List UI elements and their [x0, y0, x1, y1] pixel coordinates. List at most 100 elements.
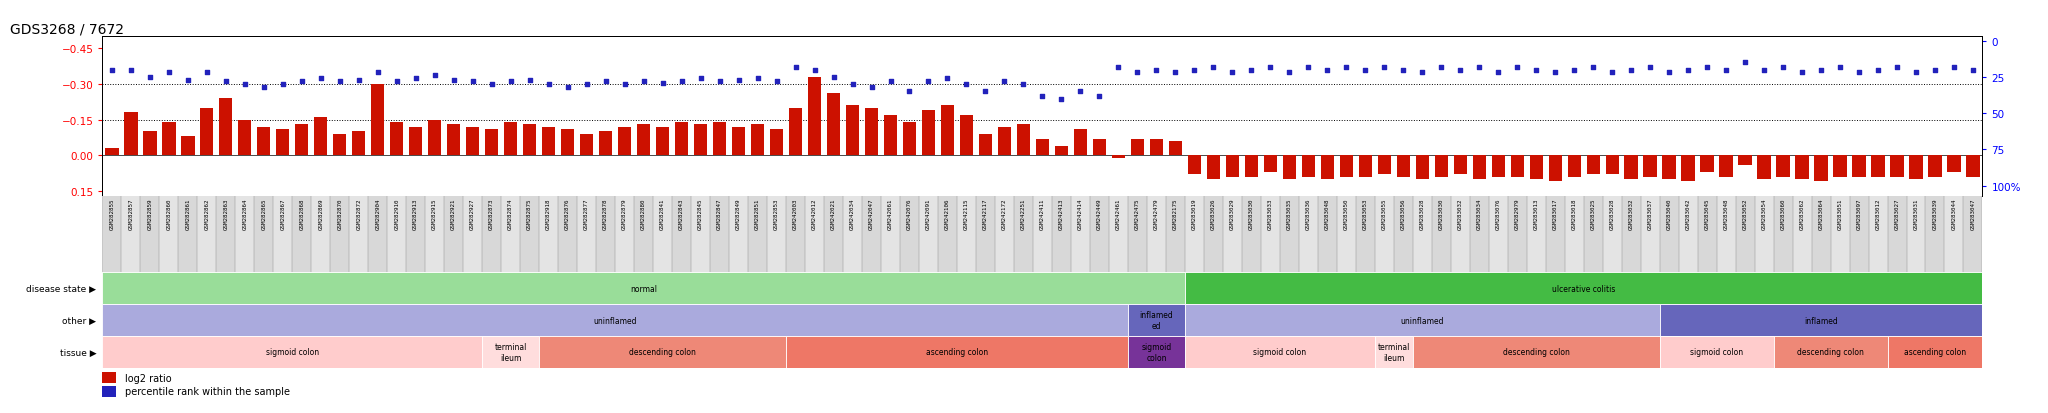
Bar [805, 196, 823, 273]
Bar [276, 130, 289, 156]
Text: GSM282918: GSM282918 [547, 199, 551, 230]
Text: GDS3268 / 7672: GDS3268 / 7672 [10, 22, 125, 36]
Bar [1966, 156, 1980, 177]
Point [1044, 96, 1077, 103]
Bar [1526, 196, 1546, 273]
Text: GSM283026: GSM283026 [1210, 199, 1217, 230]
Bar [1925, 196, 1944, 273]
Point [172, 77, 205, 84]
Point [1520, 67, 1552, 74]
Bar [864, 108, 879, 156]
Text: GSM282845: GSM282845 [698, 199, 702, 230]
Point [399, 76, 432, 83]
Bar [1337, 196, 1356, 273]
Bar [1757, 156, 1772, 180]
Bar [1868, 196, 1888, 273]
Text: GSM283051: GSM283051 [1837, 199, 1843, 230]
Point [1901, 70, 1933, 77]
Point [551, 85, 584, 91]
Text: GSM283055: GSM283055 [1382, 199, 1386, 230]
Bar [1204, 196, 1223, 273]
Text: sigmoid colon: sigmoid colon [1253, 348, 1307, 356]
Text: descending colon: descending colon [629, 348, 696, 356]
Bar [125, 113, 137, 156]
Bar [1739, 156, 1751, 165]
Bar [1112, 156, 1124, 158]
Bar [899, 196, 920, 273]
Point [494, 79, 526, 85]
Text: GSM283017: GSM283017 [1552, 199, 1559, 230]
Bar [770, 130, 782, 156]
Bar [1303, 156, 1315, 177]
Point [1577, 64, 1610, 71]
Point [1405, 70, 1438, 77]
Bar [1128, 336, 1186, 368]
Bar [578, 196, 596, 273]
Bar [1055, 146, 1069, 156]
Text: GSM242091: GSM242091 [926, 199, 932, 230]
Point [817, 74, 850, 81]
Point [1919, 67, 1952, 74]
Bar [618, 127, 631, 156]
Point [893, 89, 926, 95]
Text: GSM283029: GSM283029 [1231, 199, 1235, 230]
Text: GSM283032: GSM283032 [1458, 199, 1462, 230]
Point [1538, 70, 1571, 77]
Bar [580, 135, 594, 156]
Bar [1339, 156, 1354, 177]
Bar [236, 196, 254, 273]
Bar [350, 196, 369, 273]
Text: GSM282873: GSM282873 [489, 199, 494, 230]
Bar [502, 196, 520, 273]
Point [1462, 64, 1495, 71]
Bar [543, 127, 555, 156]
Bar [1245, 156, 1257, 177]
Bar [920, 196, 938, 273]
Bar [1890, 156, 1905, 177]
Point [932, 76, 965, 83]
Text: GSM283048: GSM283048 [1325, 199, 1329, 230]
Text: descending colon: descending colon [1503, 348, 1569, 356]
Bar [1128, 304, 1186, 336]
Text: descending colon: descending colon [1796, 348, 1864, 356]
Text: GSM242475: GSM242475 [1135, 199, 1141, 230]
Bar [197, 196, 217, 273]
Bar [539, 196, 559, 273]
Text: GSM283056: GSM283056 [1401, 199, 1405, 230]
Text: GSM283037: GSM283037 [1649, 199, 1653, 230]
Bar [1053, 196, 1071, 273]
Point [1425, 64, 1458, 71]
Bar [1681, 156, 1696, 182]
Bar [180, 137, 195, 156]
Bar [1679, 196, 1698, 273]
Point [723, 77, 756, 84]
Bar [1186, 304, 1659, 336]
Bar [485, 130, 498, 156]
Bar [786, 336, 1128, 368]
Text: log2 ratio: log2 ratio [125, 373, 172, 383]
Point [1253, 64, 1286, 71]
Bar [1587, 156, 1599, 175]
Bar [768, 196, 786, 273]
Text: GSM283054: GSM283054 [1761, 199, 1767, 230]
Point [1862, 67, 1894, 74]
Text: GSM282861: GSM282861 [186, 199, 190, 230]
Text: percentile rank within the sample: percentile rank within the sample [125, 387, 291, 396]
Bar [444, 196, 463, 273]
Text: GSM242034: GSM242034 [850, 199, 854, 230]
Bar [426, 196, 444, 273]
Point [702, 79, 735, 85]
Bar [1888, 336, 1982, 368]
Text: GSM283019: GSM283019 [1192, 199, 1196, 230]
Bar [369, 196, 387, 273]
Text: GSM282877: GSM282877 [584, 199, 590, 230]
Bar [1583, 196, 1604, 273]
Bar [1415, 156, 1430, 180]
Bar [1374, 336, 1413, 368]
Bar [1188, 156, 1200, 175]
Bar [1792, 196, 1812, 273]
Bar [862, 196, 881, 273]
Text: GSM282860: GSM282860 [166, 199, 172, 230]
Point [1350, 67, 1382, 74]
Point [1804, 67, 1837, 74]
